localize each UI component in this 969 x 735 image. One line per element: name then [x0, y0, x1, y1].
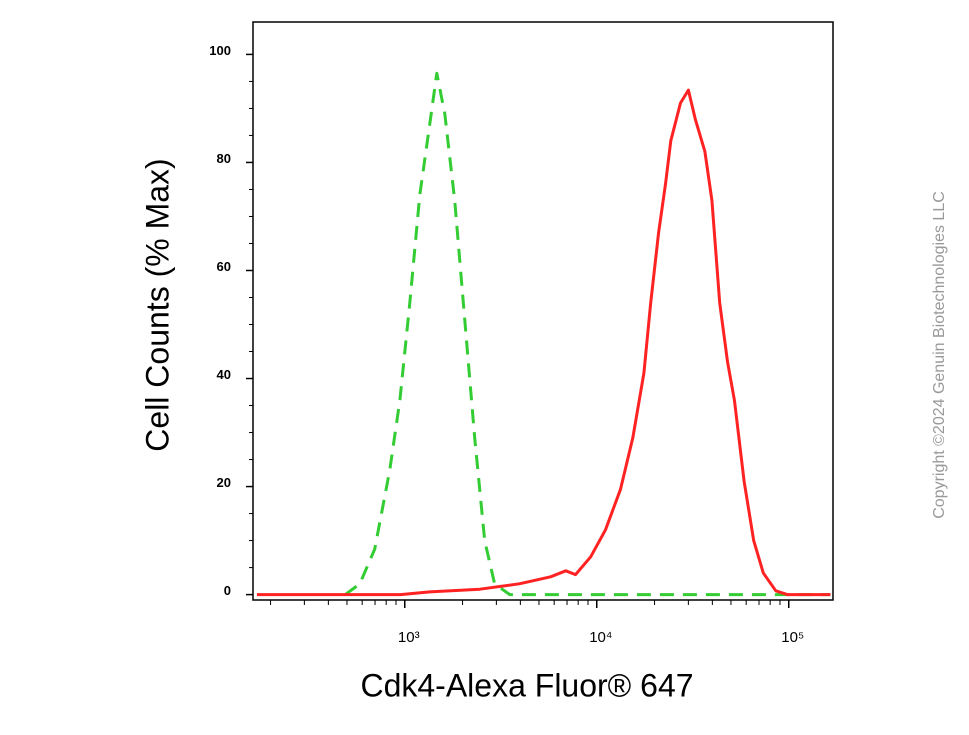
- x-tick-label: 10⁵: [781, 629, 804, 646]
- y-tick-label: 20: [217, 475, 231, 490]
- y-tick-label: 60: [217, 259, 231, 274]
- x-tick-label: 10³: [398, 629, 420, 646]
- x-axis-title: Cdk4-Alexa Fluor® 647: [360, 667, 693, 703]
- y-axis-title: Cell Counts (% Max): [139, 158, 175, 451]
- x-tick-label: 10⁴: [589, 629, 612, 646]
- isotype-curve: [344, 71, 831, 597]
- plot-frame: [252, 21, 834, 601]
- y-tick-label: 80: [217, 151, 231, 166]
- y-tick-label: 0: [224, 583, 231, 598]
- sample-curve: [257, 88, 831, 597]
- y-tick-label: 100: [209, 43, 231, 58]
- y-tick-label: 40: [217, 367, 231, 382]
- watermark: Copyright ©2024 Genuin Biotechnologies L…: [931, 191, 948, 519]
